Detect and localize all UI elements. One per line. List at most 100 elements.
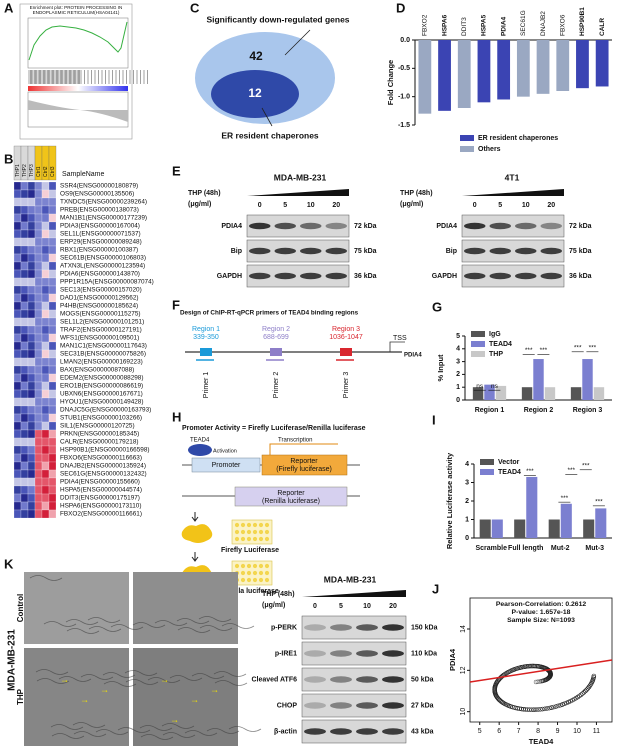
heat-cell (41, 197, 50, 207)
row-label: SSR4(ENSG00000180879) (60, 183, 138, 190)
membrane (198, 616, 232, 622)
heat-cell (20, 405, 29, 415)
well (240, 563, 246, 569)
bar (438, 40, 451, 111)
band (489, 222, 511, 230)
heat-cell (13, 269, 22, 279)
blot-strip (301, 667, 407, 692)
dose: 5 (283, 202, 287, 209)
unit: (μg/ml) (400, 201, 423, 208)
heat-cell (41, 397, 50, 407)
dose: 0 (313, 603, 317, 610)
point-cloud (500, 700, 505, 705)
y-tick-label: 2 (465, 498, 469, 505)
column-header: Ctrl1 (36, 166, 42, 177)
band (515, 222, 537, 230)
bar (521, 387, 533, 400)
heat-cell (48, 453, 57, 463)
dose: 0 (473, 202, 477, 209)
band (325, 272, 347, 280)
heat-cell (20, 485, 29, 495)
membrane (66, 628, 100, 634)
point-cloud (504, 702, 509, 707)
row-label: BAX(ENSG00000087088) (60, 367, 134, 374)
y-tick-label: -1.0 (398, 94, 410, 101)
em-image (133, 572, 238, 644)
bar (560, 503, 572, 538)
heat-cell (41, 453, 50, 463)
heat-cell (41, 189, 50, 199)
membrane (132, 622, 166, 628)
point-cloud (585, 686, 590, 691)
well (252, 536, 258, 542)
dose: 20 (332, 202, 340, 209)
heat-cell (13, 389, 22, 399)
point-cloud (551, 704, 556, 710)
protein-label: β-actin (274, 728, 297, 735)
band (382, 728, 404, 735)
blot-strip (461, 264, 565, 288)
row-label: ERO1B(ENSG00000086619) (60, 383, 143, 390)
heat-cell (27, 237, 36, 247)
stat-label: Pearson-Correlation: 0.2612 (496, 601, 587, 608)
point-cloud (578, 692, 584, 697)
bar (595, 40, 609, 87)
panel-letter: F (172, 297, 180, 312)
heat-cell (27, 381, 36, 391)
heat-cell (41, 389, 50, 399)
point-cloud (494, 680, 500, 685)
heat-cell (34, 509, 43, 519)
legend-label: Others (478, 146, 501, 153)
heat-cell (41, 357, 50, 367)
y-tick-label: -1.5 (398, 122, 410, 129)
band (330, 728, 352, 735)
membrane (147, 677, 181, 683)
point-cloud (543, 677, 548, 683)
band (274, 247, 296, 255)
heat-cell (20, 333, 29, 343)
heat-cell (13, 277, 22, 287)
row-label: OS9(ENSG00000135506) (60, 191, 134, 198)
bar (595, 508, 607, 538)
size-label: 72 kDa (569, 223, 592, 230)
heat-cell (27, 373, 36, 383)
row-label: PRKN(ENSG00000185345) (60, 431, 139, 438)
cell-line: MDA-MB-231 (324, 574, 377, 584)
heat-cell (20, 189, 29, 199)
x-tick-label: HSP90B1 (579, 7, 586, 36)
dose: 0 (258, 202, 262, 209)
band (325, 247, 347, 255)
bar (576, 40, 589, 89)
heat-cell (41, 301, 50, 311)
heat-cell (48, 333, 57, 343)
row-label: TRAF2(ENSG00000127191) (60, 327, 142, 334)
heat-cell (48, 253, 57, 263)
band (356, 624, 378, 631)
gsea-title: ENDOPLASMIC RETICULUM(HSA04141) (33, 10, 120, 15)
sig-label: *** (595, 499, 603, 506)
point-cloud (503, 671, 509, 676)
heat-cell (34, 357, 43, 367)
heat-cell (27, 317, 36, 327)
heat-cell (13, 317, 22, 327)
row-label: DNAJB2(ENSG00000135924) (60, 463, 146, 470)
heat-cell (48, 509, 57, 519)
size-label: 27 kDa (411, 702, 434, 709)
heat-cell (27, 485, 36, 495)
heat-cell (48, 461, 57, 471)
y-tick-label: 0 (465, 535, 469, 542)
treatment: THP (48h) (400, 190, 433, 197)
heat-cell (48, 325, 57, 335)
stat-label: P-value: 1.657e-18 (512, 609, 571, 616)
x-tick-label: 8 (536, 728, 540, 735)
point-cloud (544, 706, 550, 711)
heat-cell (20, 397, 29, 407)
point-cloud (542, 678, 547, 683)
heat-cell (20, 429, 29, 439)
heat-cell (41, 493, 50, 503)
heat-cell (41, 317, 50, 327)
em-texture: → → → → → → → (29, 575, 262, 740)
rank-gradient (28, 86, 128, 91)
row-label: HSP90B1(ENSG00000166598) (60, 447, 150, 454)
